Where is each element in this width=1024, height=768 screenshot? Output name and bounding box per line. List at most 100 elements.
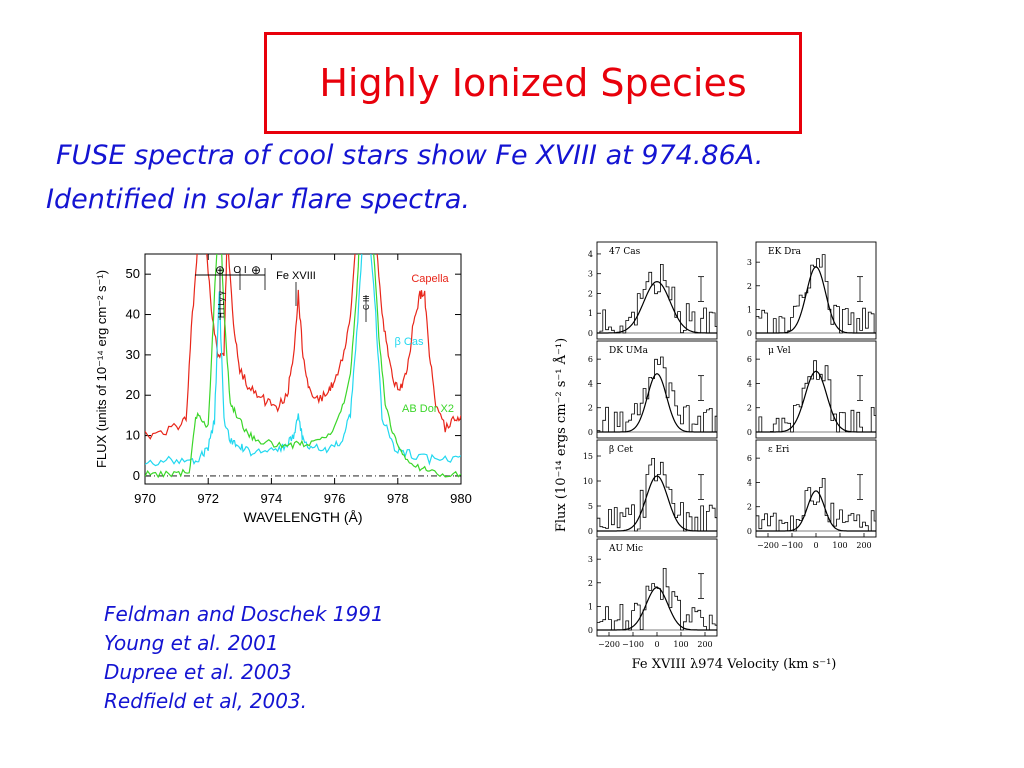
panel-y-tick-label: 1 — [588, 309, 593, 318]
velocity-y-label: Flux (10⁻¹⁴ ergs cm⁻² s⁻¹ Å⁻¹) — [553, 338, 569, 532]
panel-y-tick-label: 6 — [747, 454, 752, 463]
earth-symbol-1: ⊕ — [215, 263, 225, 277]
x-tick-label: 976 — [324, 491, 346, 506]
series-label-1: β Cas — [395, 336, 424, 348]
panel-y-tick-label: 3 — [747, 258, 752, 267]
y-tick-label: 50 — [126, 266, 140, 281]
reference-3: Dupree et al. 2003 — [104, 660, 292, 684]
panel-y-tick-label: 6 — [588, 355, 593, 364]
panel-y-tick-label: 0 — [588, 329, 593, 338]
y-tick-label: 30 — [126, 347, 140, 362]
velocity-panel: 0 1 2 3 AU Mic −200 −100 0 100 200 — [588, 538, 718, 649]
ly-gamma-label: H I Ly γ — [217, 291, 226, 318]
panel-y-tick-label: 2 — [747, 503, 752, 512]
earth-symbol-2: ⊕ — [251, 263, 261, 277]
panel-star-name: EK Dra — [768, 247, 802, 257]
reference-1: Feldman and Doschek 1991 — [104, 602, 384, 626]
panel-y-tick-label: 0 — [747, 527, 752, 536]
y-tick-label: 0 — [133, 468, 140, 483]
panel-histogram — [756, 360, 876, 433]
panel-y-tick-label: 6 — [747, 355, 752, 364]
panel-star-name: β Cet — [609, 445, 633, 455]
o-i-label: O I — [233, 265, 246, 276]
panel-y-tick-label: 5 — [588, 502, 593, 511]
panel-y-tick-label: 0 — [588, 428, 593, 437]
panel-star-name: ε Eri — [768, 445, 789, 455]
panel-histogram — [756, 478, 876, 532]
panel-x-tick-label: 100 — [832, 541, 847, 550]
panel-y-tick-label: 1 — [588, 602, 593, 611]
x-tick-label: 980 — [450, 491, 472, 506]
panel-y-tick-label: 2 — [588, 289, 593, 298]
panel-x-tick-label: 200 — [697, 640, 712, 649]
velocity-panel: 0 5 10 15 β Cet — [583, 439, 718, 538]
panel-x-tick-label: 0 — [654, 640, 659, 649]
series-label-2: AB Dor X2 — [402, 403, 454, 415]
velocity-x-label: Fe XVIII λ974 Velocity (km s⁻¹) — [632, 657, 837, 672]
velocity-panel: 0 2 4 6 ε Eri −200 −100 0 100 200 — [747, 439, 877, 550]
panel-histogram — [597, 356, 717, 433]
panel-y-tick-label: 4 — [747, 379, 752, 388]
fe-xviii-label: Fe XVIII — [276, 270, 316, 282]
panel-gaussian-fit — [597, 586, 717, 631]
panel-gaussian-fit — [597, 373, 717, 433]
panel-y-tick-label: 15 — [583, 452, 593, 461]
velocity-panel: 0 2 4 6 DK UMa — [588, 340, 718, 439]
panel-x-tick-label: 0 — [813, 541, 818, 550]
velocity-panel: 0 1 2 3 EK Dra — [747, 241, 877, 340]
panel-y-tick-label: 2 — [747, 282, 752, 291]
panel-histogram — [597, 458, 717, 532]
panel-gaussian-fit — [597, 280, 717, 334]
panel-gaussian-fit — [756, 370, 876, 433]
panel-gaussian-fit — [756, 266, 876, 334]
y-axis-label: FLUX (units of 10⁻¹⁴ erg cm⁻² s⁻¹) — [94, 270, 109, 468]
x-axis-label: WAVELENGTH (Å) — [243, 509, 362, 525]
slide-title-box: Highly Ionized Species — [264, 32, 802, 134]
panel-x-tick-label: 200 — [856, 541, 871, 550]
panel-y-tick-label: 0 — [747, 428, 752, 437]
panel-y-tick-label: 10 — [583, 477, 593, 486]
panel-histogram — [597, 568, 717, 631]
panel-y-tick-label: 0 — [747, 329, 752, 338]
panel-y-tick-label: 2 — [588, 579, 593, 588]
panel-y-tick-label: 4 — [588, 379, 593, 388]
slide-title: Highly Ionized Species — [319, 61, 747, 105]
panel-x-tick-label: −200 — [598, 640, 620, 649]
panel-y-tick-label: 4 — [747, 478, 752, 487]
c-iii-label: C III — [362, 295, 371, 310]
panel-x-tick-label: −100 — [622, 640, 644, 649]
panel-histogram — [597, 264, 717, 334]
panel-y-tick-label: 0 — [588, 626, 593, 635]
x-tick-label: 970 — [134, 491, 156, 506]
references-list: Feldman and Doschek 1991 Young et al. 20… — [104, 600, 384, 716]
reference-4: Redfield et al, 2003. — [104, 689, 308, 713]
panel-y-tick-label: 3 — [588, 555, 593, 564]
panel-star-name: 47 Cas — [609, 247, 641, 257]
panel-star-name: μ Vel — [768, 346, 791, 356]
spectrum-series-0 — [145, 254, 461, 440]
panel-x-tick-label: −100 — [781, 541, 803, 550]
line-id-annotations: ⊕ O I ⊕ Fe XVIII H I Ly γ C III — [195, 263, 371, 322]
x-tick-label: 974 — [261, 491, 283, 506]
panel-y-tick-label: 4 — [588, 250, 593, 259]
panel-y-tick-label: 0 — [588, 527, 593, 536]
reference-2: Young et al. 2001 — [104, 631, 279, 655]
panel-y-tick-label: 2 — [588, 404, 593, 413]
panel-gaussian-fit — [597, 475, 717, 532]
spectrum-series-1 — [145, 254, 461, 467]
subtitle-line-1: FUSE spectra of cool stars show Fe XVIII… — [56, 140, 764, 171]
plot-frame — [144, 253, 462, 485]
panel-star-name: DK UMa — [609, 346, 649, 356]
panel-gaussian-fit — [756, 490, 876, 532]
x-tick-label: 972 — [197, 491, 219, 506]
y-tick-label: 20 — [126, 387, 140, 402]
series-label-0: Capella — [411, 273, 449, 285]
velocity-panel: 0 1 2 3 4 47 Cas — [588, 241, 718, 340]
spectrum-series-2 — [145, 254, 461, 479]
panel-y-tick-label: 2 — [747, 404, 752, 413]
velocity-panel: 0 2 4 6 μ Vel — [747, 340, 877, 439]
panel-star-name: AU Mic — [608, 544, 643, 554]
x-tick-label: 978 — [387, 491, 409, 506]
